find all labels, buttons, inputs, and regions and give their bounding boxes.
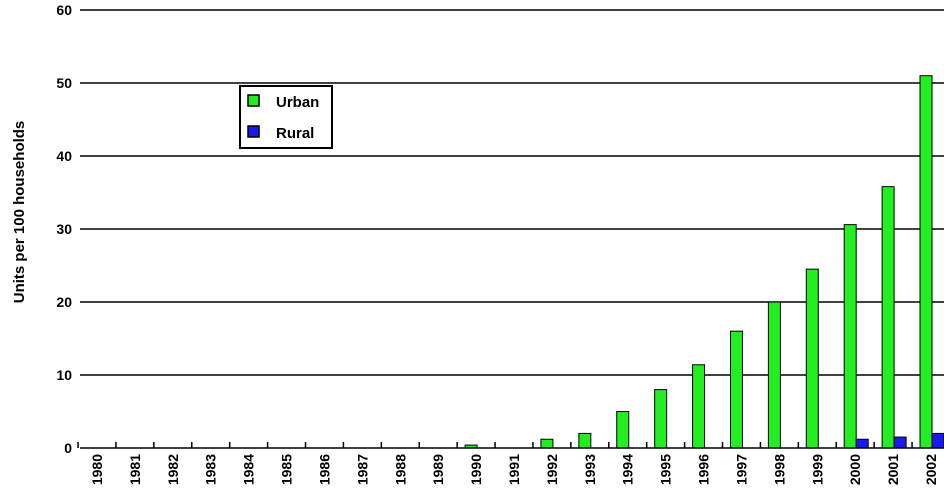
y-tick-label: 30: [56, 221, 72, 237]
x-tick-label: 1987: [354, 454, 370, 485]
bar-urban: [843, 224, 857, 449]
bar-urban: [767, 301, 781, 449]
x-tick-label: 1998: [771, 454, 787, 485]
x-tick-label: 1995: [658, 454, 674, 485]
bar-rural: [855, 438, 869, 449]
x-tick-label: 2002: [923, 454, 939, 485]
bar-urban: [692, 364, 706, 449]
y-tick-label: 50: [56, 75, 72, 91]
bar-rural: [931, 432, 944, 449]
x-tick-labels: 1980 1981 1982 1983 1984 1985 1986 1987 1988 1989…: [89, 454, 939, 485]
legend-swatch-urban: [247, 94, 260, 107]
bar-urban: [729, 330, 743, 449]
x-tick-label: 2000: [847, 454, 863, 485]
y-tick-label: 0: [64, 440, 72, 456]
x-tick-label: 1981: [127, 454, 143, 485]
x-tick-label: 1985: [279, 454, 295, 485]
x-tick-label: 1994: [620, 454, 636, 485]
y-tick-label: 20: [56, 294, 72, 310]
y-tick-label: 60: [56, 2, 72, 18]
bar-urban: [616, 411, 630, 449]
x-tick-label: 1980: [89, 454, 105, 485]
x-tick-label: 1986: [316, 454, 332, 485]
legend: Urban Rural: [239, 85, 333, 149]
x-tick-label: 1983: [203, 454, 219, 485]
bar-urban: [881, 186, 895, 449]
x-tick-label: 1991: [506, 454, 522, 485]
bar-rural: [893, 436, 907, 449]
bars: [464, 75, 944, 449]
x-tick-label: 1999: [809, 454, 825, 485]
bar-urban: [919, 75, 933, 449]
bar-urban: [540, 438, 554, 449]
legend-label-rural: Rural: [276, 125, 314, 142]
bar-urban: [654, 389, 668, 449]
y-tick-label: 10: [56, 367, 72, 383]
x-tick-label: 1997: [733, 454, 749, 485]
y-tick-label: 40: [56, 148, 72, 164]
bar-urban: [805, 268, 819, 449]
x-tick-label: 1984: [241, 454, 257, 485]
x-tick-label: 1982: [165, 454, 181, 485]
x-axis: [77, 442, 944, 449]
bar-urban: [578, 432, 592, 449]
x-tick-label: 1993: [582, 454, 598, 485]
x-tick-label: 1992: [544, 454, 560, 485]
legend-label-urban: Urban: [276, 94, 319, 111]
x-tick-label: 1990: [468, 454, 484, 485]
gridlines: [80, 9, 944, 376]
x-tick-label: 1988: [392, 454, 408, 485]
legend-swatch-rural: [247, 125, 260, 138]
y-axis-title: Units per 100 households: [11, 121, 28, 304]
x-tick-label: 2001: [885, 454, 901, 485]
x-tick-label: 1989: [430, 454, 446, 485]
x-tick-label: 1996: [696, 454, 712, 485]
y-tick-labels: 0 10 20 30 40 50 60: [56, 2, 72, 456]
